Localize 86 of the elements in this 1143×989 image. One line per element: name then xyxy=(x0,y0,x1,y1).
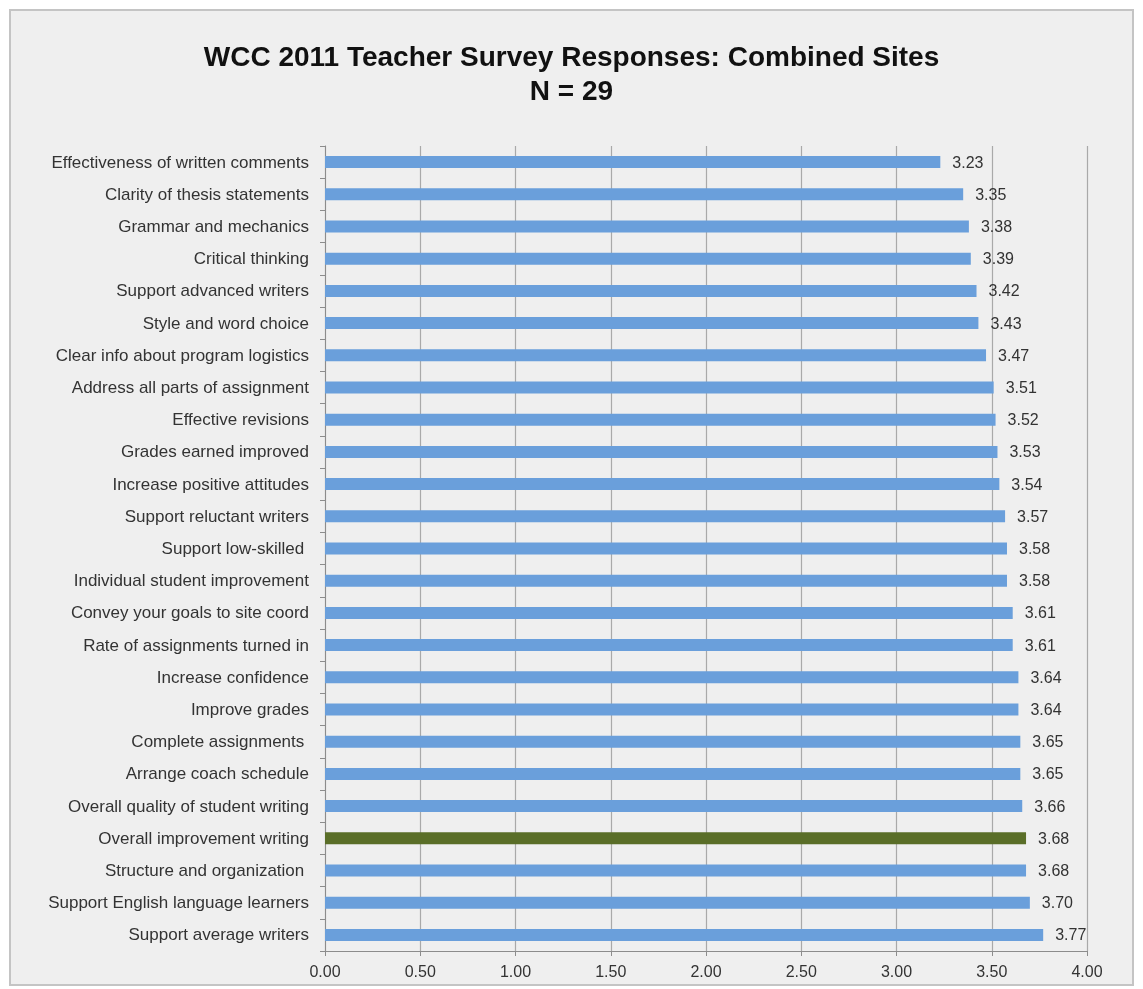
data-label: 3.51 xyxy=(1005,379,1037,396)
y-tick-label: Style and word choice xyxy=(142,313,309,333)
data-label: 3.68 xyxy=(1038,862,1070,879)
data-label: 3.38 xyxy=(980,218,1013,235)
y-tick-label: Arrange coach schedule xyxy=(125,764,309,784)
data-label: 3.53 xyxy=(1009,443,1041,461)
y-tick-label: Support reluctant writers xyxy=(124,506,309,526)
y-tick-label: Address all parts of assignment xyxy=(71,378,310,397)
x-tick-label: 1.50 xyxy=(595,962,627,980)
data-label: 3.70 xyxy=(1041,894,1074,912)
bar xyxy=(325,445,998,458)
y-tick-label: Support advanced writers xyxy=(116,281,309,301)
data-label: 3.61 xyxy=(1024,636,1056,654)
data-label: 3.54 xyxy=(1011,475,1043,493)
y-tick-label: Effective revisions xyxy=(172,410,309,430)
bar xyxy=(325,639,1013,652)
y-tick-label: Complete assignments xyxy=(131,732,309,752)
y-tick-label: Support English language learners xyxy=(48,893,309,913)
y-tick-label: Clarity of thesis statements xyxy=(104,184,309,204)
data-label: 3.42 xyxy=(988,282,1020,300)
bar xyxy=(325,896,1030,909)
bar xyxy=(325,671,1019,684)
bar xyxy=(325,800,1023,813)
x-tick-label: 2.50 xyxy=(785,962,817,980)
bar xyxy=(325,832,1027,845)
x-tick-label: 0.50 xyxy=(404,962,436,980)
bar xyxy=(325,928,1044,941)
data-label: 3.64 xyxy=(1030,701,1062,718)
bar xyxy=(325,767,1021,780)
bar xyxy=(325,606,1013,619)
data-label: 3.58 xyxy=(1018,540,1051,557)
data-label: 3.68 xyxy=(1038,829,1070,847)
chart-subtitle: N = 29 xyxy=(529,74,614,106)
data-label: 3.52 xyxy=(1007,411,1039,429)
data-label: 3.47 xyxy=(998,346,1030,364)
bar xyxy=(325,349,987,362)
y-tick-label: Overall quality of student writing xyxy=(68,796,309,816)
y-tick-label: Improve grades xyxy=(190,700,309,719)
y-tick-label: Structure and organization xyxy=(104,861,309,880)
x-tick-label: 3.50 xyxy=(976,962,1008,980)
bar xyxy=(325,542,1007,555)
x-tick-label: 0.00 xyxy=(309,962,341,980)
data-label: 3.35 xyxy=(975,185,1007,203)
y-tick-label: Increase confidence xyxy=(156,667,309,687)
y-tick-label: Effectiveness of written comments xyxy=(51,152,309,172)
x-tick-label: 1.00 xyxy=(499,962,532,980)
bar xyxy=(325,413,996,426)
y-tick-label: Overall improvement writing xyxy=(98,828,309,848)
bar xyxy=(325,317,979,330)
data-label: 3.43 xyxy=(990,314,1022,332)
bar xyxy=(325,284,977,297)
bar xyxy=(325,220,969,233)
bar xyxy=(325,381,994,394)
y-tick-label: Support average writers xyxy=(128,925,309,945)
y-tick-label: Grades earned improved xyxy=(120,442,309,462)
bar xyxy=(325,188,964,201)
bar xyxy=(325,864,1027,877)
bar xyxy=(325,703,1019,716)
data-label: 3.66 xyxy=(1034,797,1066,815)
data-label: 3.65 xyxy=(1032,765,1064,783)
y-tick-label: Convey your goals to site coord xyxy=(70,603,309,623)
y-tick-label: Clear info about program logistics xyxy=(55,345,309,365)
x-tick-label: 4.00 xyxy=(1071,962,1103,980)
data-label: 3.77 xyxy=(1055,926,1087,944)
y-tick-label: Grammar and mechanics xyxy=(118,217,309,236)
y-tick-label: Critical thinking xyxy=(193,249,309,269)
data-label: 3.39 xyxy=(982,250,1015,268)
bar xyxy=(325,574,1007,587)
y-tick-label: Individual student improvement xyxy=(73,571,310,591)
bar xyxy=(325,510,1006,523)
x-tick-label: 2.00 xyxy=(690,962,722,980)
data-label: 3.65 xyxy=(1032,733,1064,751)
bar xyxy=(325,478,1000,491)
bar xyxy=(325,156,941,169)
data-label: 3.64 xyxy=(1030,668,1062,686)
data-label: 3.61 xyxy=(1024,604,1056,622)
data-label: 3.23 xyxy=(952,153,984,171)
y-tick-label: Support low-skilled xyxy=(161,539,309,558)
y-tick-label: Rate of assignments turned in xyxy=(83,635,309,655)
data-label: 3.58 xyxy=(1018,572,1051,590)
data-label: 3.57 xyxy=(1017,507,1049,525)
bar xyxy=(325,252,971,265)
chart-title: WCC 2011 Teacher Survey Responses: Combined Sites xyxy=(203,40,940,72)
y-tick-label: Increase positive attitudes xyxy=(112,474,309,494)
x-tick-label: 3.00 xyxy=(880,962,913,980)
bar xyxy=(325,735,1021,748)
